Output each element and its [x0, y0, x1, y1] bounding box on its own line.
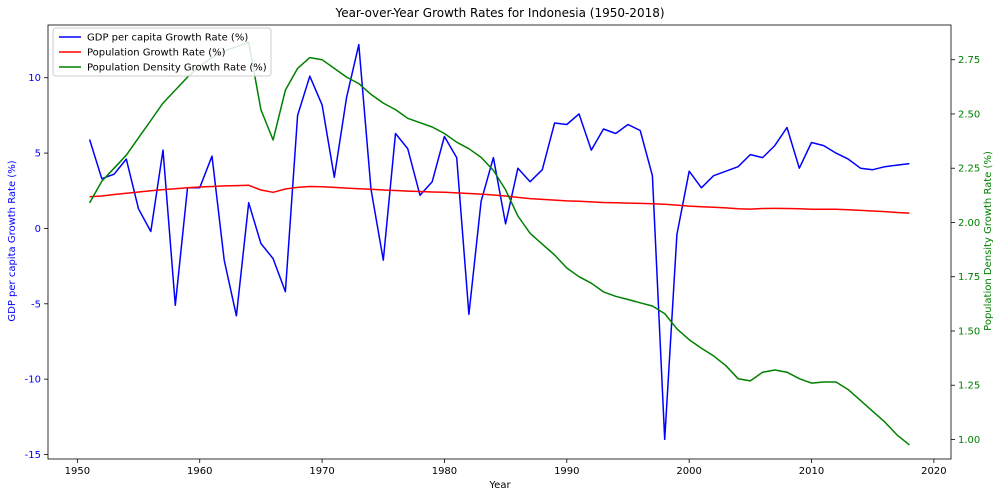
y-right-tick-label: 1.00	[958, 435, 980, 446]
x-tick-label: 1990	[554, 466, 579, 477]
chart-title: Year-over-Year Growth Rates for Indonesi…	[334, 6, 664, 20]
legend-label-3: Population Density Growth Rate (%)	[87, 63, 267, 74]
x-tick-label: 2010	[799, 466, 824, 477]
y-left-tick-label: -15	[25, 450, 41, 461]
y-right-tick-label: 1.25	[958, 381, 980, 392]
y-left-tick-label: -10	[25, 375, 41, 386]
series-line-1	[88, 43, 910, 441]
legend-box	[52, 27, 272, 77]
y-right-tick-label: 2.00	[958, 218, 980, 229]
y-left-tick-label: 0	[35, 224, 41, 235]
x-tick-label: 2020	[921, 466, 946, 477]
y-left-tick-label: 5	[35, 149, 41, 160]
y-axis-right: 1.00 1.25 1.50 1.75 2.00 2.25 2.50 2.75	[951, 55, 980, 446]
x-tick-label: 1980	[432, 466, 457, 477]
y-right-tick-label: 1.75	[958, 272, 980, 283]
legend-label-2: Population Growth Rate (%)	[87, 48, 226, 59]
x-tick-label: 2000	[676, 466, 701, 477]
x-axis: 1950 1960 1970 1980 1990 2000 2010 2020	[65, 459, 947, 477]
plot-frame	[47, 24, 952, 460]
y-axis-left: -15 -10 -5 0 5 10	[25, 73, 48, 461]
y-right-tick-label: 2.75	[958, 55, 980, 66]
x-tick-label: 1970	[309, 466, 334, 477]
x-tick-label: 1960	[187, 466, 212, 477]
x-tick-label: 1950	[65, 466, 90, 477]
y-right-tick-label: 1.50	[958, 326, 980, 337]
x-axis-label: Year	[488, 480, 511, 491]
series-line-2	[89, 184, 910, 214]
y-right-tick-label: 2.50	[958, 109, 980, 120]
legend-label-1: GDP per capita Growth Rate (%)	[87, 33, 248, 44]
y-left-tick-label: -5	[31, 299, 41, 310]
y-axis-left-label: GDP per capita Growth Rate (%)	[7, 160, 18, 321]
y-axis-right-label: Population Density Growth Rate (%)	[983, 151, 994, 331]
y-left-tick-label: 10	[28, 73, 41, 84]
legend: GDP per capita Growth Rate (%) Population…	[52, 27, 272, 77]
y-right-tick-label: 2.25	[958, 164, 980, 175]
